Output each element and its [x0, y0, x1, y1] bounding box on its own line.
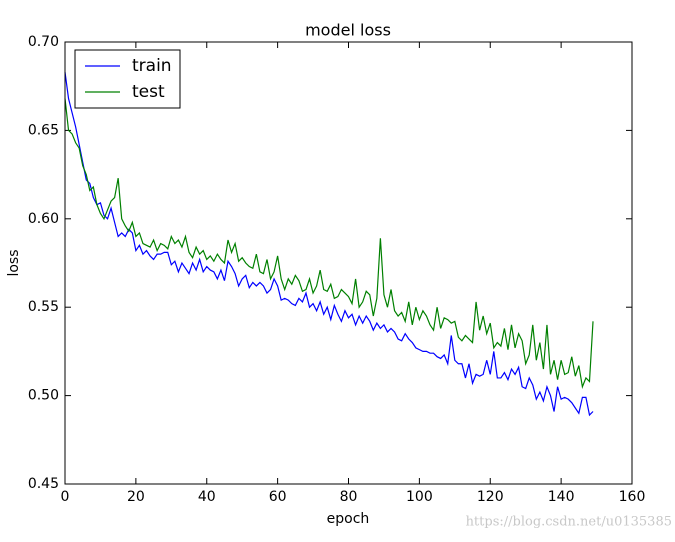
legend-box: [74, 49, 181, 109]
y-tick-label: 0.45: [28, 476, 59, 492]
chart-title: model loss: [305, 21, 391, 40]
series-line: [64, 98, 594, 389]
x-tick-label: 100: [406, 489, 433, 505]
watermark: https://blog.csdn.net/u0135385: [466, 515, 672, 530]
series-line: [64, 71, 594, 417]
plot-frame: [64, 41, 633, 485]
y-tick-label: 0.70: [28, 34, 59, 50]
x-tick-label: 140: [548, 489, 575, 505]
y-axis-label: loss: [6, 249, 22, 276]
x-axis-label: epoch: [327, 511, 370, 527]
x-tick-label: 0: [61, 489, 70, 505]
x-tick-label: 40: [198, 489, 216, 505]
x-tick-label: 80: [340, 489, 358, 505]
y-tick-label: 0.55: [28, 299, 59, 315]
legend-label: train: [132, 56, 172, 76]
y-tick-label: 0.50: [28, 388, 59, 404]
x-tick-label: 20: [127, 489, 145, 505]
x-tick-label: 120: [477, 489, 504, 505]
legend-label: test: [132, 82, 165, 102]
y-tick-label: 0.60: [28, 211, 59, 227]
x-tick-label: 60: [269, 489, 287, 505]
x-tick-label: 160: [619, 489, 646, 505]
y-tick-label: 0.65: [28, 122, 59, 138]
